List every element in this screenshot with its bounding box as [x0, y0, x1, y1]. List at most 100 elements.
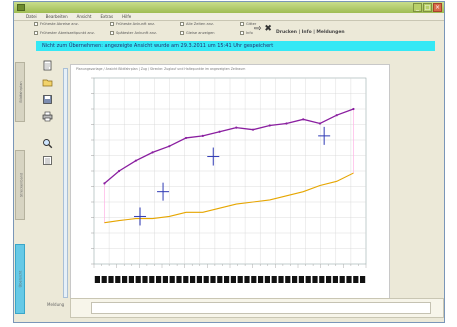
track-block [292, 276, 298, 283]
close-button[interactable]: × [433, 3, 442, 12]
app-icon [17, 4, 25, 11]
checkbox-box[interactable] [180, 22, 184, 26]
message-field[interactable] [91, 302, 431, 314]
series-point-upper [352, 107, 355, 111]
menu-bearbeiten[interactable]: Bearbeiten [45, 14, 68, 19]
track-block [244, 276, 250, 283]
menu-hilfe[interactable]: Hilfe [122, 14, 132, 19]
print-info-label[interactable]: Drucken | Info | Meldungen [276, 30, 345, 35]
series-point-upper [201, 134, 204, 137]
option-label: Alle Zeiten anz. [186, 22, 215, 26]
series-point-upper [103, 182, 106, 185]
option-checkbox[interactable]: Alle Zeiten anz. [180, 22, 214, 26]
checkbox-box[interactable] [34, 31, 38, 35]
series-line-lower [104, 172, 354, 224]
title-bar: _ □ × [14, 2, 444, 13]
track-block [142, 276, 148, 283]
nav-left-icon[interactable]: ⇨ [254, 24, 262, 34]
track-block [149, 276, 155, 283]
track-block [196, 276, 202, 283]
option-checkbox[interactable]: Früheste Ankunft anz. [110, 22, 155, 26]
track-block [285, 276, 291, 283]
option-label: Spätester Ankunft anz. [116, 31, 158, 35]
track-block [346, 276, 352, 283]
chart-subheader: Planungsvorlage / Ansicht Bildfahrplan |… [76, 67, 246, 71]
track-block [339, 276, 345, 283]
menu-extras[interactable]: Extras [100, 14, 114, 19]
option-label: Gitter [246, 22, 257, 26]
series-point-upper [218, 130, 221, 133]
track-block [94, 276, 100, 283]
sidetab-streckenband[interactable]: Streckenband [15, 150, 25, 220]
series-point-upper [318, 122, 322, 125]
series-point-upper [184, 136, 188, 140]
option-checkbox[interactable]: Gleise anzeigen [180, 31, 215, 35]
track-block [251, 276, 257, 283]
series-point-upper [235, 126, 238, 129]
checkbox-box[interactable] [110, 22, 114, 26]
checkbox-box[interactable] [240, 31, 244, 35]
track-block [278, 276, 284, 283]
track-block [190, 276, 196, 283]
timetable-chart [91, 77, 367, 283]
track-block [264, 276, 270, 283]
open-folder-icon[interactable] [42, 77, 53, 88]
vertical-scrollbar[interactable] [63, 68, 68, 298]
zoom-icon[interactable] [42, 138, 53, 149]
track-block [224, 276, 230, 283]
option-checkbox[interactable]: Info [240, 31, 253, 35]
track-block [203, 276, 209, 283]
checkbox-box[interactable] [180, 31, 184, 35]
track-block [176, 276, 182, 283]
series-point-upper [134, 159, 137, 162]
series-point-upper [168, 145, 171, 148]
track-block [217, 276, 223, 283]
new-page-icon[interactable] [42, 60, 53, 71]
status-banner: Nicht zum Übernehmen: angezeigte Ansicht… [36, 41, 435, 51]
navigation-arrows[interactable]: ⇨ ✖ [254, 24, 272, 34]
message-label: Meldung [47, 302, 65, 307]
list-icon[interactable] [42, 155, 53, 166]
option-checkbox[interactable]: Frühester Abreiszeitpunkt anz. [34, 31, 95, 35]
track-block [128, 276, 134, 283]
nav-right-icon[interactable]: ✖ [264, 24, 272, 34]
option-label: Frühester Abreiszeitpunkt anz. [40, 31, 95, 35]
menu-ansicht[interactable]: Ansicht [76, 14, 92, 19]
track-block [305, 276, 311, 283]
track-block [332, 276, 338, 283]
maximize-button[interactable]: □ [423, 3, 432, 12]
option-checkbox[interactable]: Früheste Abreise anz. [34, 22, 79, 26]
print-icon[interactable] [42, 111, 53, 122]
series-point-upper [151, 151, 154, 154]
menu-datei[interactable]: Datei [26, 14, 37, 19]
minimize-button[interactable]: _ [413, 3, 422, 12]
series-point-upper [302, 118, 305, 121]
track-block [319, 276, 325, 283]
banner-text: Nicht zum Übernehmen: angezeigte Ansicht… [42, 43, 274, 49]
sidetab-label: Bildfahrplan [19, 81, 24, 103]
track-block [258, 276, 264, 283]
track-block [312, 276, 318, 283]
series-point-upper [118, 169, 121, 173]
track-block [326, 276, 332, 283]
option-checkbox[interactable]: Gitter [240, 22, 256, 26]
option-label: Früheste Ankunft anz. [116, 22, 156, 26]
checkbox-box[interactable] [110, 31, 114, 35]
track-block [122, 276, 128, 283]
option-label: Info [246, 31, 253, 35]
series-point-upper [268, 124, 271, 127]
sidetab-bildfahrplan[interactable]: Bildfahrplan [15, 62, 25, 122]
sidetab-uebersicht[interactable]: Übersicht [15, 244, 25, 314]
checkbox-box[interactable] [34, 22, 38, 26]
series-point-upper [251, 128, 255, 131]
option-checkbox[interactable]: Spätester Ankunft anz. [110, 31, 157, 35]
series-point-upper [285, 122, 288, 125]
checkbox-box[interactable] [240, 22, 244, 26]
save-disk-icon[interactable] [42, 94, 53, 105]
track-block [353, 276, 359, 283]
track-block [108, 276, 114, 283]
track-block [271, 276, 277, 283]
track-block [162, 276, 168, 283]
track-block [135, 276, 141, 283]
track-block [230, 276, 236, 283]
